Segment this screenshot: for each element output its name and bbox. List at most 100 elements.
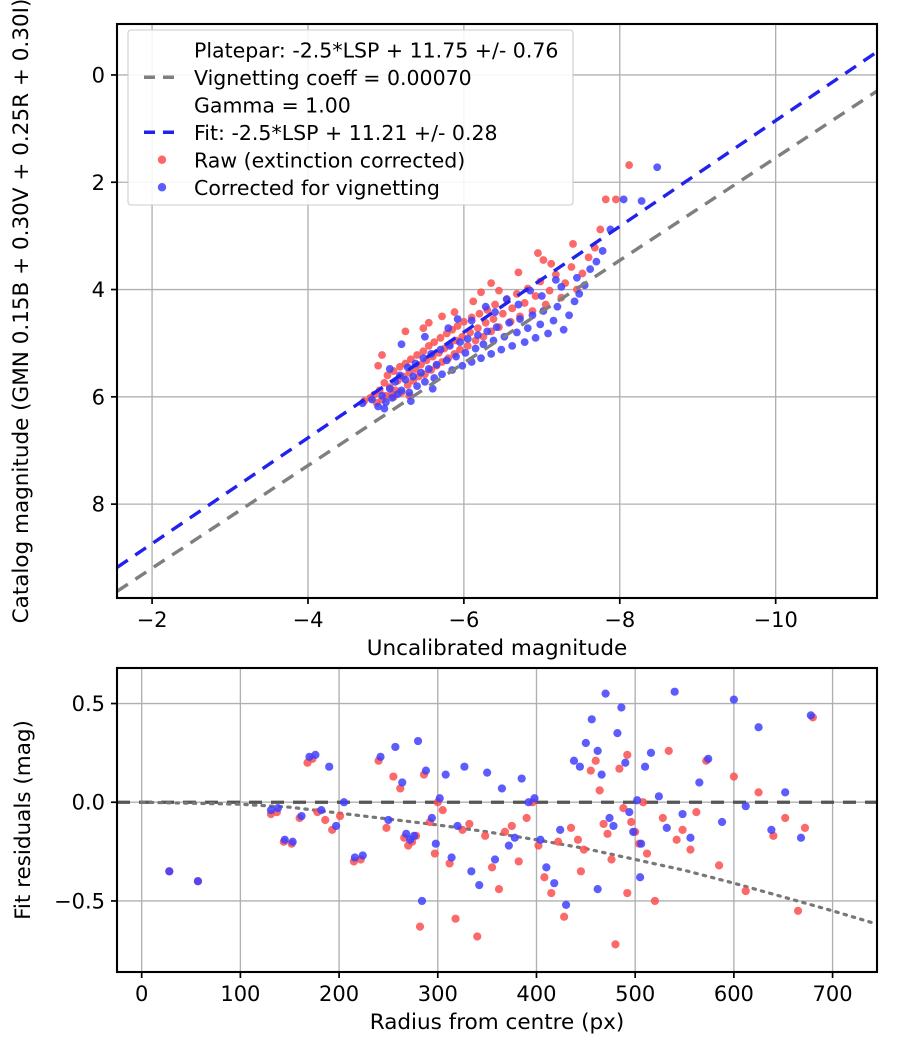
residual-point-raw: [741, 886, 750, 896]
residual-point-corrected: [569, 756, 579, 765]
data-point-corrected: [397, 386, 406, 395]
data-point-raw: [578, 269, 587, 278]
data-point-corrected: [438, 370, 446, 379]
residual-point-corrected: [646, 748, 656, 757]
residual-point-raw: [619, 804, 628, 813]
data-point-raw: [508, 304, 517, 313]
residual-point-corrected: [629, 827, 638, 836]
data-point-raw: [539, 256, 548, 264]
data-point-raw: [498, 309, 507, 318]
residual-point-corrected: [297, 811, 306, 821]
residual-point-raw: [615, 764, 624, 773]
data-point-raw: [424, 341, 433, 350]
data-point-corrected: [428, 384, 437, 393]
residual-point-corrected: [593, 746, 602, 756]
data-point-corrected: [401, 375, 410, 384]
legend-label: Raw (extinction corrected): [194, 148, 465, 172]
residual-point-corrected: [686, 833, 695, 842]
residual-point-corrected: [796, 833, 806, 842]
data-point-corrected: [380, 404, 389, 413]
tick-label-x: 700: [813, 982, 853, 1006]
residual-point-corrected: [460, 762, 469, 771]
top-x-axis-label: Uncalibrated magnitude: [367, 636, 627, 661]
residual-point-raw: [438, 806, 447, 815]
residual-point-raw: [579, 845, 588, 854]
residual-point-corrected: [678, 809, 687, 819]
residual-point-corrected: [556, 825, 565, 834]
residual-point-raw: [714, 861, 724, 870]
data-point-corrected: [467, 316, 476, 325]
residual-point-raw: [382, 823, 391, 832]
residual-point-corrected: [273, 804, 282, 813]
residual-point-corrected: [453, 821, 462, 831]
tick-label-x: −10: [754, 608, 798, 632]
residual-point-corrected: [391, 742, 400, 752]
data-point-corrected: [557, 282, 566, 291]
tick-label-x: 500: [615, 982, 655, 1006]
residual-point-corrected: [427, 813, 436, 823]
data-point-raw: [469, 297, 478, 306]
residual-point-corrected: [662, 823, 671, 832]
data-point-corrected: [479, 340, 488, 349]
data-point-corrected: [487, 350, 496, 358]
residual-point-corrected: [311, 750, 320, 759]
legend-marker-dot-blue: [157, 183, 167, 192]
residual-point-corrected: [317, 806, 326, 815]
residual-point-raw: [335, 811, 345, 821]
residual-point-raw: [560, 912, 569, 921]
data-point-corrected: [575, 289, 584, 298]
legend-label: Fit: -2.5*LSP + 11.21 +/- 0.28: [194, 121, 498, 145]
residual-point-corrected: [605, 813, 614, 823]
residual-point-corrected: [497, 784, 507, 793]
residual-point-raw: [603, 829, 612, 838]
bottom-tick-labels: 0 100 200 300 400 500 600 700 0.5 0.0 −0.5: [54, 692, 853, 1006]
residual-point-corrected: [542, 863, 551, 872]
data-point-raw: [383, 371, 392, 380]
data-point-raw: [514, 268, 523, 277]
data-point-corrected: [536, 320, 545, 329]
tick-label-y: 0.0: [72, 791, 105, 815]
data-point-corrected: [483, 327, 492, 336]
residual-point-corrected: [402, 829, 411, 838]
residual-point-raw: [586, 766, 595, 775]
residual-point-raw: [623, 888, 632, 898]
data-point-raw: [424, 318, 433, 327]
residual-point-raw: [591, 756, 600, 765]
data-point-raw: [596, 225, 605, 234]
data-point-corrected: [385, 384, 394, 393]
plot-legend: Platepar: -2.5*LSP + 11.75 +/- 0.76 Vigne…: [127, 29, 574, 206]
residual-point-raw: [522, 813, 531, 823]
data-point-corrected: [481, 302, 490, 311]
residual-point-corrected: [670, 687, 679, 696]
residual-point-corrected: [358, 851, 367, 860]
data-point-corrected: [463, 334, 472, 343]
data-point-raw: [584, 253, 593, 262]
residual-point-raw: [642, 849, 652, 858]
residual-point-corrected: [193, 877, 203, 886]
data-point-corrected: [452, 352, 460, 361]
residual-point-raw: [623, 750, 632, 759]
data-point-corrected: [406, 397, 415, 406]
top-y-axis-label: Catalog magnitude (GMN 0.15B + 0.30V + 0…: [9, 0, 34, 623]
residual-point-raw: [800, 823, 810, 832]
data-point-corrected: [382, 398, 390, 407]
residual-point-corrected: [339, 798, 349, 807]
residual-point-raw: [678, 825, 687, 834]
data-point-corrected: [523, 324, 532, 333]
top-axis-frame: [115, 22, 879, 600]
residual-point-corrected: [754, 723, 763, 732]
residual-point-raw: [430, 849, 439, 858]
tick-label-y: 0.5: [72, 692, 105, 716]
data-point-corrected: [570, 297, 579, 306]
bottom-scatter-points: [165, 687, 817, 949]
residual-point-corrected: [806, 711, 815, 720]
data-point-raw: [453, 322, 462, 330]
legend-label: Vignetting coeff = 0.00070: [194, 66, 472, 90]
residual-point-corrected: [575, 762, 585, 771]
residual-point-raw: [692, 808, 701, 817]
residual-point-corrected: [609, 821, 618, 831]
residual-point-corrected: [717, 817, 727, 827]
residual-point-corrected: [729, 695, 738, 704]
data-point-raw: [547, 259, 556, 268]
